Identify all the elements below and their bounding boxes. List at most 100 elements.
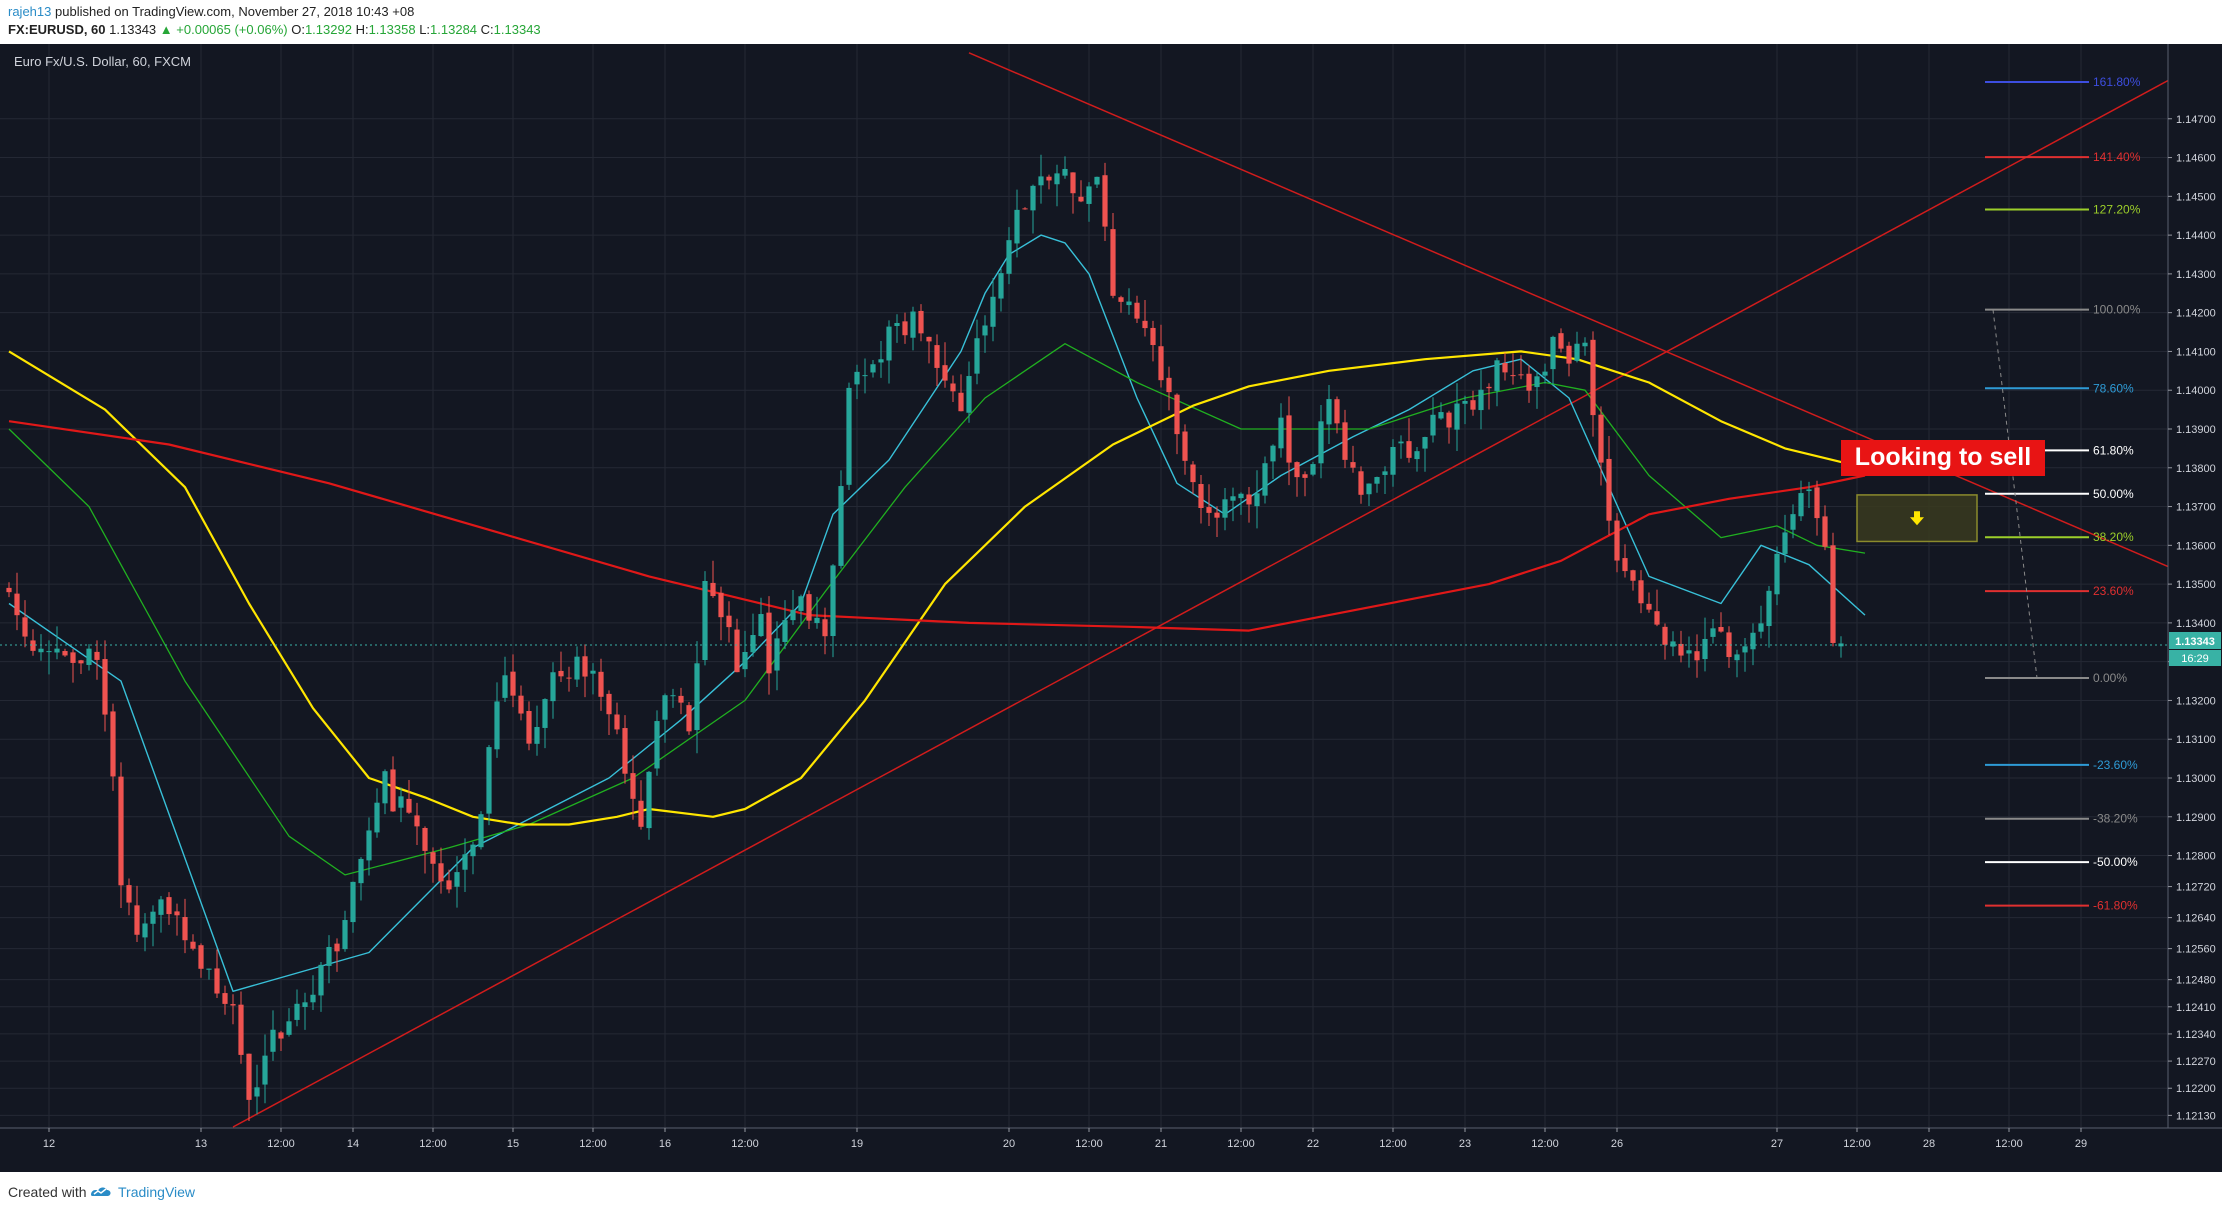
close-label: C: [480, 22, 494, 37]
time-tick-label: 19 [851, 1138, 863, 1150]
candle-body [54, 648, 60, 653]
price-change: +0.00065 (+0.06%) [176, 22, 288, 37]
candle-body [534, 727, 540, 744]
candle-body [998, 273, 1004, 299]
candle-body [1566, 345, 1572, 364]
low-value: 1.13284 [430, 22, 478, 37]
fib-level-label: -61.80% [2093, 899, 2138, 913]
candle-body [1134, 302, 1140, 319]
arrow-down-icon [1910, 511, 1924, 526]
candle-body [214, 968, 220, 994]
candle-body [318, 964, 324, 996]
price-tick-label: 1.13700 [2176, 502, 2216, 514]
candle-body [422, 827, 428, 851]
fib-trend-line[interactable] [1992, 309, 2038, 679]
price-tick-label: 1.12480 [2176, 975, 2216, 987]
candle-body [454, 872, 460, 887]
candle-body [1150, 327, 1156, 346]
candle-body [830, 565, 836, 637]
time-tick-label: 29 [2075, 1138, 2087, 1150]
trendline-ascending-support[interactable] [232, 79, 2170, 1128]
candle-body [966, 376, 972, 413]
sell-zone[interactable] [1856, 494, 1978, 543]
candle-body [86, 648, 92, 665]
candle-body [110, 711, 116, 777]
candle-body [358, 858, 364, 884]
candle-body [1238, 493, 1244, 499]
fib-level-label: 61.80% [2093, 443, 2134, 457]
candle-body [718, 592, 724, 618]
moving-averages [8, 234, 1866, 992]
candle-body [438, 863, 444, 882]
candle-body [142, 923, 148, 938]
candle-body [1014, 209, 1020, 244]
sell-annotation[interactable]: Looking to sell [1841, 440, 2045, 476]
candle-body [774, 638, 780, 671]
high-label: H: [355, 22, 369, 37]
time-axis[interactable]: 12 13 12:00 14 12:00 15 12:00 16 12:00 19 20 12:00 2… [43, 1128, 2087, 1150]
moving-average-ma-long [8, 350, 1866, 826]
fibonacci-levels[interactable]: 161.80% 141.40% 127.20% 100.00% 78.60% 61.80%… [1985, 75, 2141, 913]
candle-body [1342, 422, 1348, 460]
price-tick-label: 1.12900 [2176, 812, 2216, 824]
candle-body [1094, 176, 1100, 185]
chart-title: Euro Fx/U.S. Dollar, 60, FXCM [14, 54, 191, 69]
candle-body [798, 596, 804, 611]
publish-info: rajeh13 published on TradingView.com, No… [8, 4, 414, 19]
price-tick-label: 1.14600 [2176, 153, 2216, 165]
price-axis-background [2168, 44, 2222, 1172]
candle-body [278, 1032, 284, 1039]
candle-body [222, 993, 228, 1004]
candle-body [1262, 463, 1268, 496]
price-tick-label: 1.14500 [2176, 191, 2216, 203]
candle-body [198, 945, 204, 969]
price-chart[interactable]: 161.80% 141.40% 127.20% 100.00% 78.60% 61.80%… [0, 44, 2222, 1172]
candle-body [254, 1087, 260, 1097]
candle-body [1590, 339, 1596, 416]
tradingview-brand[interactable]: TradingView [118, 1184, 196, 1200]
candle-body [1678, 643, 1684, 656]
candle-body [566, 677, 572, 679]
candle-body [1782, 532, 1788, 554]
candle-body [166, 897, 172, 915]
sell-annotation-text: Looking to sell [1855, 443, 2031, 471]
candle-body [1510, 375, 1516, 377]
candle-body [1270, 445, 1276, 462]
fib-level-label: 78.60% [2093, 381, 2134, 395]
candle-body [1606, 458, 1612, 521]
candle-body [750, 635, 756, 653]
candle-body [1494, 360, 1500, 391]
time-tick-label: 12:00 [1227, 1138, 1255, 1150]
current-price-label: 1.13343 [2175, 636, 2215, 648]
candle-body [646, 771, 652, 829]
candle-body [694, 663, 700, 731]
candle-body [230, 1004, 236, 1006]
price-tick-label: 1.13900 [2176, 424, 2216, 436]
candle-body [414, 815, 420, 827]
candle-body [1350, 462, 1356, 468]
candle-body [1054, 173, 1060, 185]
trendline-descending-resistance[interactable] [968, 52, 2210, 585]
candle-body [590, 670, 596, 674]
fib-level-label: 141.40% [2093, 150, 2141, 164]
candle-body [702, 580, 708, 661]
candle-body [862, 375, 868, 377]
fib-level-label: 23.60% [2093, 584, 2134, 598]
candle-body [1558, 333, 1564, 349]
candle-body [1718, 627, 1724, 632]
price-tick-label: 1.14200 [2176, 308, 2216, 320]
candle-body [1038, 176, 1044, 186]
candle-body [1390, 447, 1396, 475]
candle-body [22, 617, 28, 637]
candle-body [958, 392, 964, 412]
fib-level-label: 127.20% [2093, 203, 2141, 217]
author-link[interactable]: rajeh13 [8, 4, 52, 19]
candle-body [342, 920, 348, 950]
close-value: 1.13343 [493, 22, 541, 37]
candle-body [1214, 512, 1220, 518]
candle-body [1078, 196, 1084, 202]
candle-body [1102, 175, 1108, 227]
candle-body [1174, 394, 1180, 435]
trendlines[interactable] [232, 52, 2210, 1128]
candle-body [686, 705, 692, 732]
